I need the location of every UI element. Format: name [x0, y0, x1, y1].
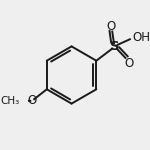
Text: CH₃: CH₃ — [0, 96, 19, 106]
Text: O: O — [124, 57, 133, 70]
Text: S: S — [110, 40, 120, 53]
Text: OH: OH — [133, 31, 150, 44]
Text: O: O — [28, 94, 37, 107]
Text: O: O — [106, 20, 116, 33]
